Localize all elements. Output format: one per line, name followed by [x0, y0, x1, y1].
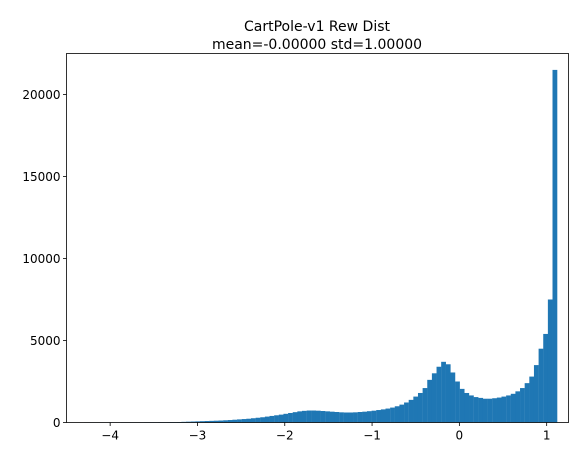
- histogram-bar: [343, 412, 349, 423]
- histogram-bar: [469, 395, 474, 423]
- y-tick-label: 20000: [22, 88, 60, 102]
- y-tick-label: 10000: [22, 252, 60, 266]
- histogram-bar: [269, 415, 275, 423]
- histogram-bar: [520, 388, 525, 423]
- histogram-bar: [533, 365, 539, 423]
- chart-title-line1: CartPole-v1 Rew Dist: [244, 19, 391, 35]
- histogram-bar: [264, 416, 270, 423]
- histogram-bar: [366, 411, 372, 423]
- histogram-bar: [223, 420, 228, 423]
- histogram-bar: [204, 421, 210, 423]
- histogram-bar: [255, 417, 261, 423]
- x-tick-label: −2: [276, 429, 294, 443]
- histogram-bar: [241, 419, 247, 423]
- histogram-bar: [385, 408, 391, 423]
- histogram-bar: [306, 410, 312, 423]
- histogram-bar: [380, 409, 386, 423]
- histogram-bar: [422, 388, 428, 423]
- histogram-bar: [376, 410, 382, 423]
- y-tick-label: 5000: [30, 334, 61, 348]
- plot-frame: [66, 53, 569, 423]
- histogram-bar: [547, 299, 553, 423]
- histogram-bar: [227, 420, 233, 423]
- histogram-bar: [311, 410, 317, 423]
- histogram-bar: [213, 420, 219, 423]
- histogram-bar: [404, 402, 409, 423]
- histogram-bar: [538, 348, 544, 423]
- histogram-bar: [487, 398, 493, 423]
- histogram-bar: [209, 420, 215, 423]
- histogram-bar: [450, 372, 456, 423]
- histogram-bar: [232, 419, 238, 423]
- histogram-bar: [246, 418, 252, 423]
- histogram-bar: [515, 391, 521, 423]
- histogram-bar: [292, 412, 298, 423]
- histogram-bar: [445, 364, 451, 423]
- histogram-bar: [362, 411, 368, 423]
- histogram-bar: [250, 418, 256, 423]
- y-tick-label: 0: [53, 416, 61, 430]
- histogram-bar: [464, 392, 470, 423]
- histogram-bar: [190, 421, 196, 423]
- histogram-bar: [218, 420, 224, 423]
- histogram-bar: [399, 404, 405, 423]
- histogram-bar: [441, 361, 446, 423]
- histogram-bar: [436, 366, 442, 423]
- histogram-bar: [325, 411, 330, 423]
- y-axis-ticks: 0 5000 10000 15000 20000: [22, 88, 67, 430]
- histogram-bar: [334, 412, 340, 423]
- x-tick-label: 0: [456, 429, 464, 443]
- histogram-bar: [431, 373, 437, 423]
- histogram-bar: [543, 333, 549, 423]
- histogram-bar: [524, 383, 530, 423]
- histogram-bar: [371, 410, 377, 423]
- histogram-bar: [348, 412, 354, 423]
- histogram-bar: [353, 412, 358, 423]
- histogram-bar: [288, 412, 293, 423]
- histogram-bar: [320, 411, 326, 423]
- histogram-bar: [199, 421, 205, 423]
- histogram-bar: [427, 379, 433, 423]
- histogram-bar: [478, 397, 484, 423]
- histogram-bars: [83, 69, 558, 423]
- histogram-bar: [459, 388, 465, 423]
- chart-title-line2: mean=-0.00000 std=1.00000: [212, 37, 422, 53]
- x-tick-label: −3: [189, 429, 207, 443]
- x-axis-ticks: −4 −3 −2 −1 0 1: [101, 422, 551, 443]
- histogram-bar: [510, 393, 516, 423]
- x-tick-label: −4: [101, 429, 119, 443]
- histogram-bar: [413, 396, 419, 423]
- x-tick-label: 1: [543, 429, 551, 443]
- histogram-bar: [417, 392, 423, 423]
- histogram-bar: [506, 395, 511, 423]
- histogram-bar: [329, 411, 335, 423]
- y-tick-label: 15000: [22, 170, 60, 184]
- histogram-bar: [390, 407, 395, 423]
- histogram-bar: [315, 410, 321, 423]
- histogram-bar: [301, 410, 307, 423]
- histogram-bar: [501, 396, 507, 423]
- histogram-bar: [496, 397, 502, 423]
- histogram-bar: [473, 397, 479, 423]
- histogram-bar: [339, 412, 344, 423]
- histogram-bar: [482, 398, 488, 423]
- histogram-bar: [195, 421, 201, 423]
- histogram-bar: [278, 414, 284, 423]
- histogram-bar: [283, 413, 289, 423]
- histogram-bar: [552, 69, 558, 423]
- histogram-bar: [394, 406, 400, 423]
- histogram-bar: [186, 421, 191, 423]
- histogram-bar: [237, 419, 242, 423]
- histogram-bar: [357, 412, 363, 423]
- histogram-bar: [492, 398, 497, 423]
- x-tick-label: −1: [363, 429, 381, 443]
- histogram-bar: [455, 381, 460, 423]
- histogram-bar: [408, 399, 414, 423]
- histogram-bar: [274, 415, 279, 423]
- histogram-bar: [529, 376, 535, 423]
- histogram-bar: [297, 411, 303, 423]
- histogram-bar: [260, 417, 266, 423]
